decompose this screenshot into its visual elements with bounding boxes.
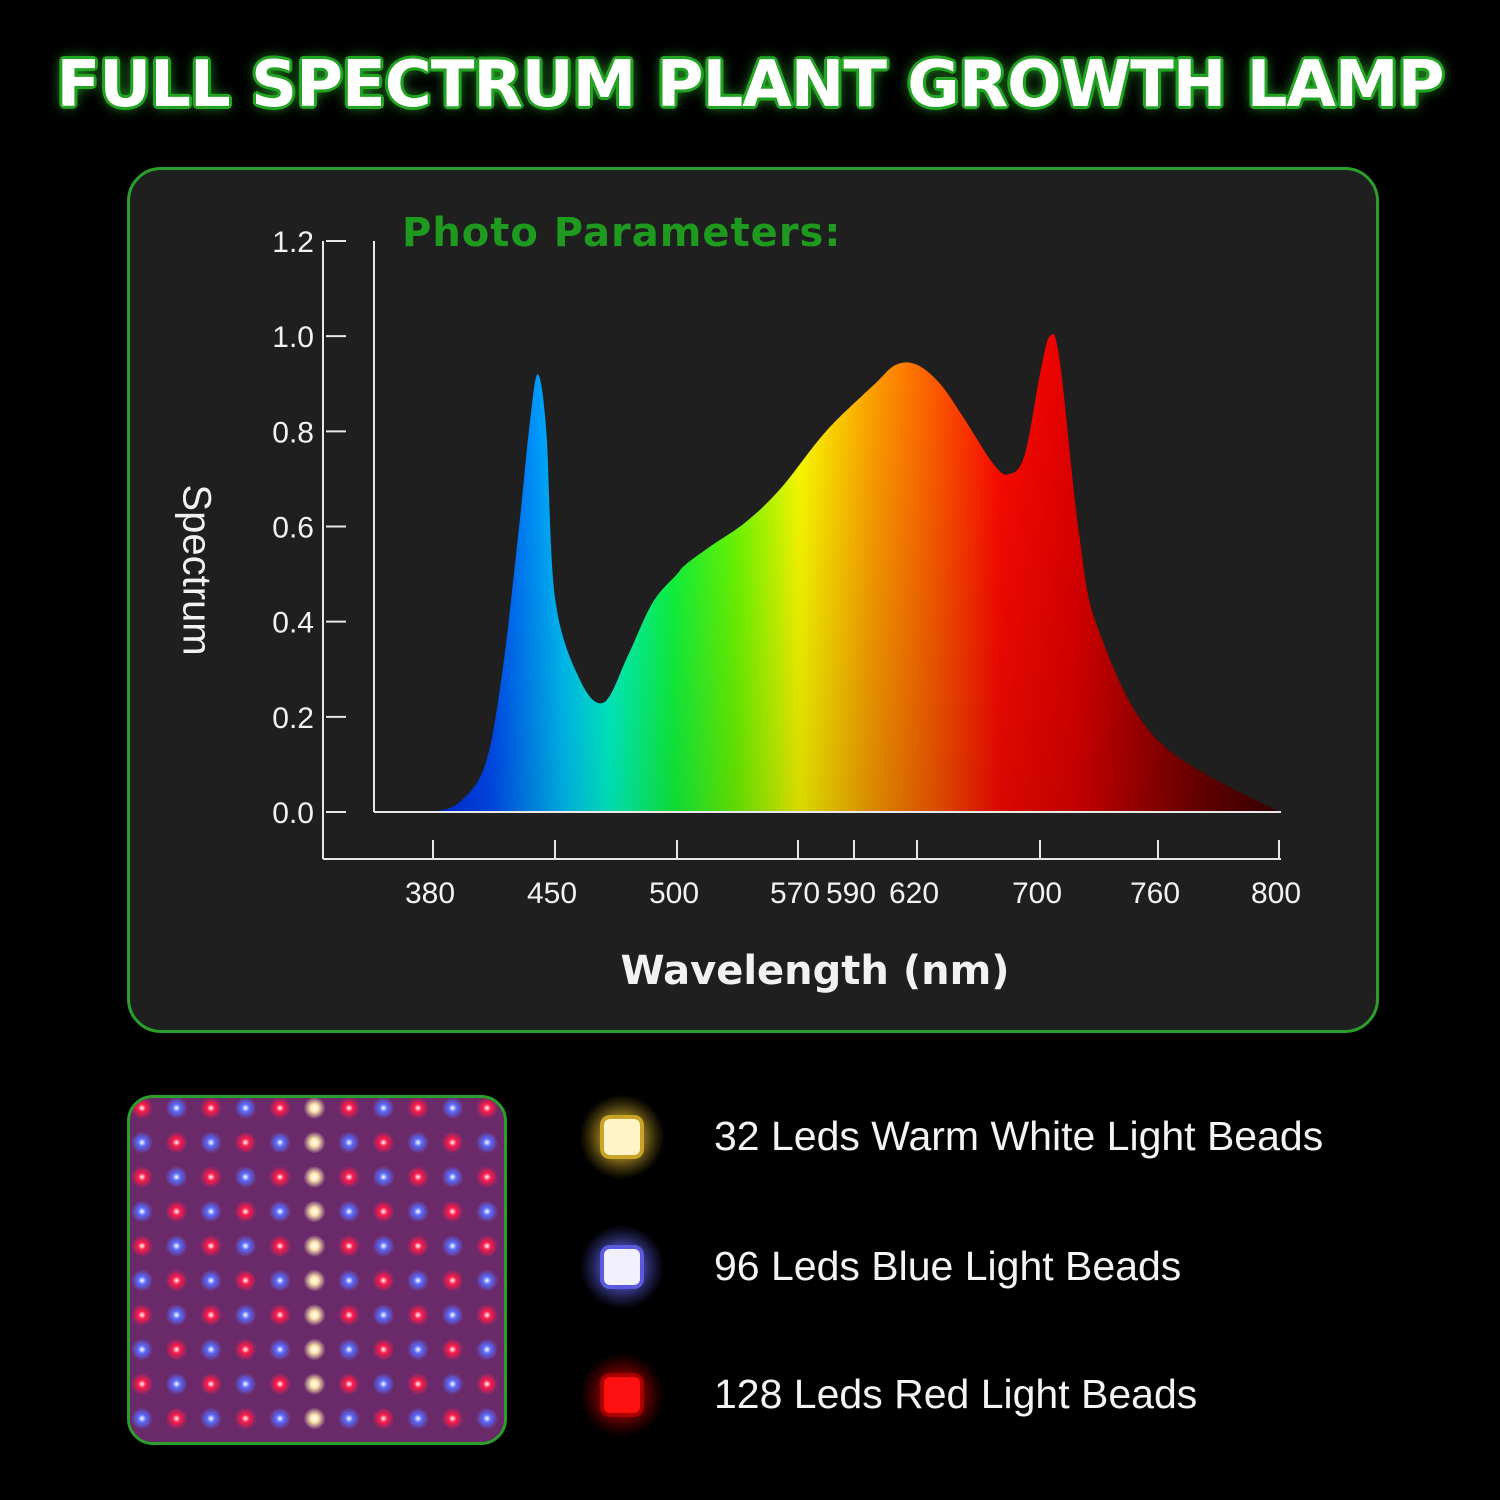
- red-bead-icon: [580, 1353, 664, 1437]
- legend-label: 32 Leds Warm White Light Beads: [714, 1113, 1324, 1159]
- y-tick-label: 1.2: [272, 226, 314, 259]
- led-panel-image: [127, 1095, 507, 1445]
- x-tick-label: 620: [889, 877, 939, 910]
- x-tick-label: 590: [826, 877, 876, 910]
- x-tick-label: 380: [405, 877, 455, 910]
- warm-white-bead-icon: [580, 1095, 664, 1179]
- legend-item-red: 128 Leds Red Light Beads: [580, 1353, 1440, 1453]
- y-axis-label: Spectrum: [174, 484, 219, 656]
- legend-label: 128 Leds Red Light Beads: [714, 1371, 1198, 1417]
- x-tick-label: 570: [770, 877, 820, 910]
- legend-item-blue: 96 Leds Blue Light Beads: [580, 1225, 1440, 1325]
- legend-item-warm-white: 32 Leds Warm White Light Beads: [580, 1095, 1440, 1195]
- x-tick-label: 700: [1012, 877, 1062, 910]
- x-tick-label: 800: [1251, 877, 1301, 910]
- x-tick-label: 450: [527, 877, 577, 910]
- y-tick-label: 0.2: [272, 702, 314, 735]
- y-tick-label: 0.6: [272, 512, 314, 545]
- y-tick-label: 0.4: [272, 607, 314, 640]
- y-tick-label: 1.0: [272, 321, 314, 354]
- x-tick-label: 500: [649, 877, 699, 910]
- blue-bead-icon: [580, 1225, 664, 1309]
- legend-label: 96 Leds Blue Light Beads: [714, 1243, 1182, 1289]
- x-tick-label: 760: [1130, 877, 1180, 910]
- chart-title: Photo Parameters:: [402, 210, 842, 256]
- page-title: FULL SPECTRUM PLANT GROWTH LAMP: [56, 48, 1444, 122]
- y-tick-label: 0.0: [272, 797, 314, 830]
- x-axis-label: Wavelength (nm): [620, 948, 1010, 994]
- y-tick-label: 0.8: [272, 416, 314, 449]
